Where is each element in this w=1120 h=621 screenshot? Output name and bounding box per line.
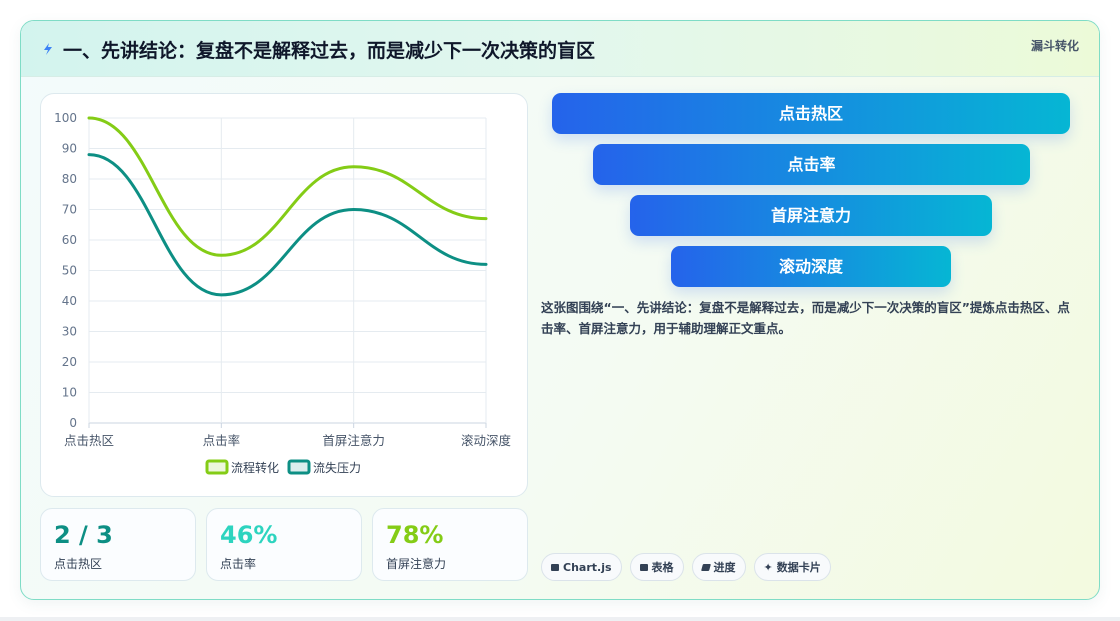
chip-label: 数据卡片	[776, 561, 821, 574]
y-tick-label: 0	[69, 416, 77, 430]
chart-icon	[551, 563, 559, 571]
stat-card-1: 2 / 3 点击热区	[40, 508, 196, 581]
progress-icon	[700, 563, 711, 571]
header: 一、先讲结论：复盘不是解释过去，而是减少下一次决策的盲区 漏斗转化	[21, 21, 1099, 77]
stat-card-2: 46% 点击率	[206, 508, 362, 581]
legend-swatch	[287, 459, 311, 475]
x-tick-label: 首屏注意力	[322, 433, 385, 448]
table-icon	[639, 563, 648, 571]
y-tick-label: 40	[62, 294, 77, 308]
sparkle-icon: ✦	[763, 560, 773, 574]
y-tick-label: 50	[62, 264, 77, 278]
stat-value: 2 / 3	[54, 521, 113, 549]
stat-value: 46%	[220, 521, 278, 549]
chip-table[interactable]: 表格	[629, 553, 684, 581]
series-line-1	[87, 116, 488, 257]
main-card: 一、先讲结论：复盘不是解释过去，而是减少下一次决策的盲区 漏斗转化 0 10 20 3…	[20, 20, 1100, 600]
x-tick-label: 点击热区	[64, 433, 114, 448]
stat-label: 点击率	[220, 557, 257, 571]
category-tag: 漏斗转化	[1030, 39, 1079, 53]
chip-label: 表格	[651, 561, 674, 574]
y-tick-label: 90	[62, 142, 77, 156]
chip-progress[interactable]: 进度	[691, 553, 746, 581]
x-tick-label: 点击率	[203, 433, 241, 448]
chip-label: 进度	[713, 561, 736, 574]
funnel-stage-2[interactable]: 点击率	[593, 144, 1030, 185]
y-tick-label: 60	[62, 233, 77, 247]
chip-data-card[interactable]: ✦ 数据卡片	[753, 553, 831, 581]
y-tick-label: 30	[62, 325, 77, 339]
y-tick-label: 10	[62, 386, 77, 400]
legend-swatch	[205, 459, 229, 475]
y-tick-label: 80	[62, 172, 77, 186]
stat-value: 78%	[386, 521, 444, 549]
chip-chartjs[interactable]: Chart.js	[541, 553, 622, 581]
y-tick-label: 70	[62, 203, 77, 217]
legend-label: 流程转化	[231, 460, 279, 475]
tech-chips: Chart.js 表格 进度 ✦ 数据卡片	[541, 553, 831, 581]
bottom-strip	[0, 617, 1120, 621]
chart-svg: 0 10 20 30 40 50 60 70 80 90 100 点击热区 点击率 首屏注意力 滚动深度流程…	[54, 111, 512, 475]
page-title: 一、先讲结论：复盘不是解释过去，而是减少下一次决策的盲区	[63, 40, 596, 62]
y-tick-label: 20	[62, 355, 77, 369]
stat-label: 点击热区	[54, 557, 103, 571]
chart-description: 这张图围绕“一、先讲结论：复盘不是解释过去，而是减少下一次决策的盲区”提炼点击热…	[541, 300, 1070, 336]
funnel-stage-4[interactable]: 滚动深度	[671, 246, 951, 287]
stat-label: 首屏注意力	[386, 557, 447, 571]
x-tick-label: 滚动深度	[461, 433, 512, 448]
series-line-2	[87, 153, 488, 297]
stat-card-3: 78% 首屏注意力	[372, 508, 528, 581]
legend-label: 流失压力	[313, 460, 361, 475]
chip-label: Chart.js	[563, 560, 612, 574]
y-tick-label: 100	[54, 111, 77, 125]
funnel-stage-1[interactable]: 点击热区	[552, 93, 1070, 134]
funnel-stage-3[interactable]: 首屏注意力	[630, 195, 992, 236]
line-chart: 0 10 20 30 40 50 60 70 80 90 100 点击热区 点击率 首屏注意力 滚动深度流程…	[40, 93, 528, 497]
lightning-icon	[44, 43, 52, 55]
